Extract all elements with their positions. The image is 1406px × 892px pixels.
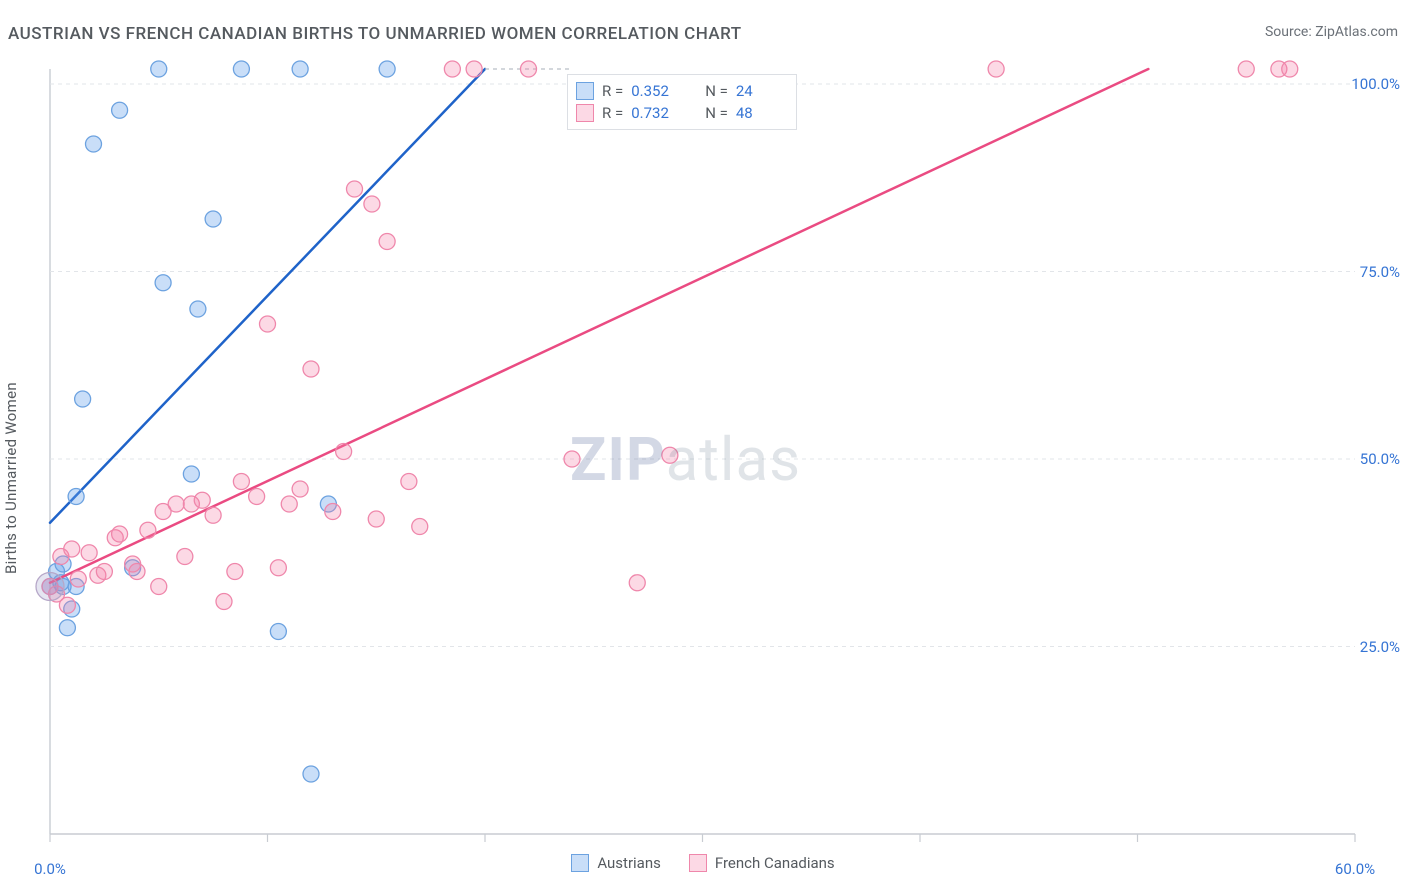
y-axis-title: Births to Unmarried Women	[2, 382, 20, 574]
correlation-row-austrians: R = 0.352 N = 24	[576, 80, 784, 102]
swatch-austrians	[576, 82, 594, 100]
r-label: R =	[602, 82, 623, 100]
legend-swatch-french	[689, 854, 707, 872]
y-grid-label: 50.0%	[1360, 450, 1400, 468]
legend-label-austrians: Austrians	[597, 854, 661, 872]
r-label: R =	[602, 104, 623, 122]
correlation-legend-box: R = 0.352 N = 24 R = 0.732 N = 48	[567, 74, 797, 130]
r-value-french: 0.732	[631, 104, 679, 122]
series-legend: Austrians French Canadians	[0, 854, 1406, 872]
chart-title: AUSTRIAN VS FRENCH CANADIAN BIRTHS TO UN…	[8, 24, 742, 44]
y-grid-label: 25.0%	[1360, 638, 1400, 656]
chart-area: Births to Unmarried Women ZIPatlas 25.0%…	[0, 54, 1406, 884]
scatter-plot-svg	[0, 54, 1406, 884]
source-label: Source: ZipAtlas.com	[1265, 24, 1398, 40]
r-value-austrians: 0.352	[631, 82, 679, 100]
legend-swatch-austrians	[571, 854, 589, 872]
legend-item-austrians: Austrians	[571, 854, 661, 872]
n-value-french: 48	[736, 104, 784, 122]
swatch-french	[576, 104, 594, 122]
n-value-austrians: 24	[736, 82, 784, 100]
n-label: N =	[705, 104, 728, 122]
y-grid-label: 75.0%	[1360, 263, 1400, 281]
legend-item-french: French Canadians	[689, 854, 835, 872]
n-label: N =	[705, 82, 728, 100]
legend-label-french: French Canadians	[715, 854, 835, 872]
correlation-row-french: R = 0.732 N = 48	[576, 102, 784, 124]
y-grid-label: 100.0%	[1351, 75, 1400, 93]
